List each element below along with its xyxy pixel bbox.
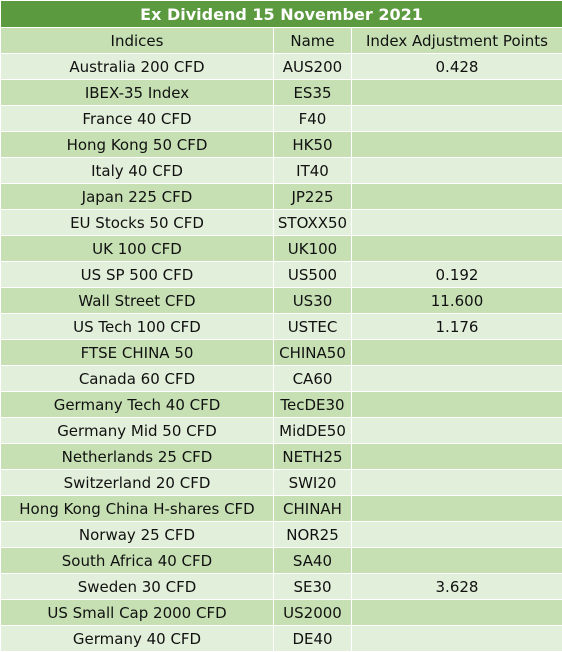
cell-index: IBEX-35 Index: [1, 80, 274, 106]
cell-name: ES35: [274, 80, 352, 106]
cell-index: FTSE CHINA 50: [1, 340, 274, 366]
cell-name: US2000: [274, 600, 352, 626]
cell-name: F40: [274, 106, 352, 132]
cell-name: UK100: [274, 236, 352, 262]
cell-points: [352, 496, 562, 522]
cell-name: HK50: [274, 132, 352, 158]
cell-points: [352, 158, 562, 184]
cell-index: US Small Cap 2000 CFD: [1, 600, 274, 626]
cell-name: US500: [274, 262, 352, 288]
cell-index: EU Stocks 50 CFD: [1, 210, 274, 236]
cell-points: 11.600: [352, 288, 562, 314]
cell-points: [352, 184, 562, 210]
cell-name: CHINA50: [274, 340, 352, 366]
cell-points: 0.192: [352, 262, 562, 288]
cell-index: Germany 40 CFD: [1, 626, 274, 652]
cell-points: [352, 600, 562, 626]
cell-name: SE30: [274, 574, 352, 600]
cell-index: Hong Kong China H-shares CFD: [1, 496, 274, 522]
cell-points: [352, 340, 562, 366]
cell-name: USTEC: [274, 314, 352, 340]
cell-index: Switzerland 20 CFD: [1, 470, 274, 496]
cell-index: Germany Mid 50 CFD: [1, 418, 274, 444]
cell-index: France 40 CFD: [1, 106, 274, 132]
column-header-indices: Indices: [1, 28, 274, 54]
cell-points: [352, 366, 562, 392]
cell-name: MidDE50: [274, 418, 352, 444]
cell-name: SA40: [274, 548, 352, 574]
cell-index: Canada 60 CFD: [1, 366, 274, 392]
cell-index: US SP 500 CFD: [1, 262, 274, 288]
column-header-name: Name: [274, 28, 352, 54]
cell-index: US Tech 100 CFD: [1, 314, 274, 340]
cell-index: UK 100 CFD: [1, 236, 274, 262]
cell-name: TecDE30: [274, 392, 352, 418]
cell-index: Netherlands 25 CFD: [1, 444, 274, 470]
column-header-row: Indices Name Index Adjustment Points: [1, 28, 562, 54]
cell-index: South Africa 40 CFD: [1, 548, 274, 574]
cell-name: US30: [274, 288, 352, 314]
cell-points: [352, 418, 562, 444]
cell-index: Italy 40 CFD: [1, 158, 274, 184]
cell-points: [352, 236, 562, 262]
cell-name: JP225: [274, 184, 352, 210]
cell-name: STOXX50: [274, 210, 352, 236]
cell-points: [352, 132, 562, 158]
cell-name: CHINAH: [274, 496, 352, 522]
cell-points: [352, 444, 562, 470]
cell-index: Germany Tech 40 CFD: [1, 392, 274, 418]
cell-points: [352, 548, 562, 574]
cell-name: SWI20: [274, 470, 352, 496]
cell-points: [352, 106, 562, 132]
cell-points: [352, 392, 562, 418]
cell-name: NETH25: [274, 444, 352, 470]
cell-name: NOR25: [274, 522, 352, 548]
cell-points: [352, 470, 562, 496]
cell-index: Wall Street CFD: [1, 288, 274, 314]
cell-name: IT40: [274, 158, 352, 184]
cell-name: CA60: [274, 366, 352, 392]
cell-name: DE40: [274, 626, 352, 652]
cell-points: [352, 210, 562, 236]
cell-name: AUS200: [274, 54, 352, 80]
cell-points: [352, 522, 562, 548]
cell-index: Japan 225 CFD: [1, 184, 274, 210]
cell-points: [352, 626, 562, 652]
cell-points: [352, 80, 562, 106]
cell-points: 1.176: [352, 314, 562, 340]
cell-index: Hong Kong 50 CFD: [1, 132, 274, 158]
cell-points: 3.628: [352, 574, 562, 600]
cell-index: Sweden 30 CFD: [1, 574, 274, 600]
cell-index: Norway 25 CFD: [1, 522, 274, 548]
cell-index: Australia 200 CFD: [1, 54, 274, 80]
cell-points: 0.428: [352, 54, 562, 80]
column-header-points: Index Adjustment Points: [352, 28, 562, 54]
table-title: Ex Dividend 15 November 2021: [1, 1, 562, 28]
